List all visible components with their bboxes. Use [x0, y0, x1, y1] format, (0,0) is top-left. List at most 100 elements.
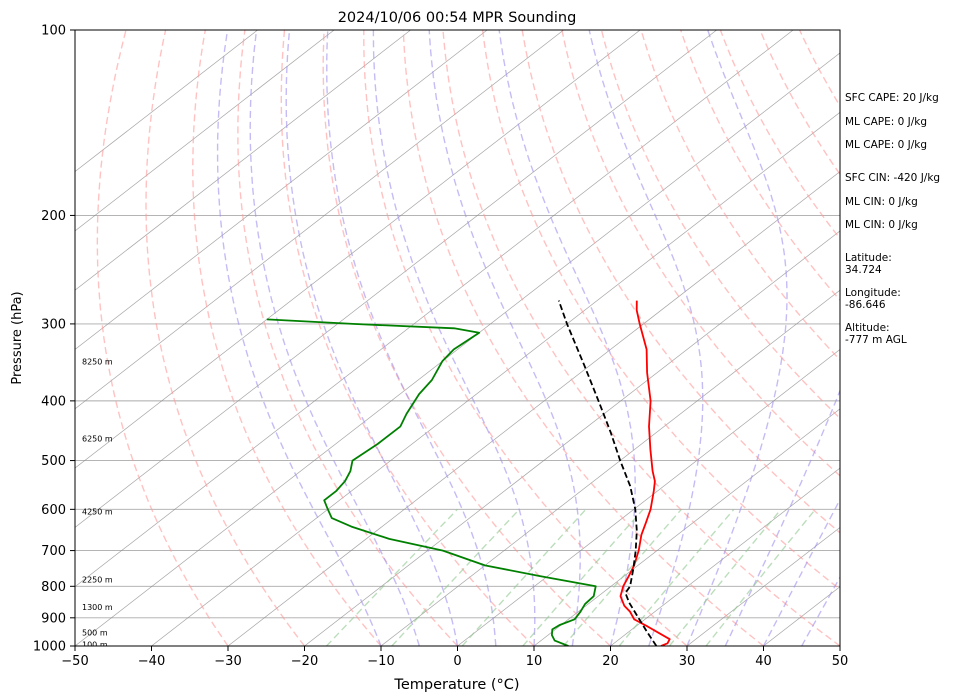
latitude-block: Latitude: 34.724: [845, 252, 892, 276]
moist-adiabat-line: [285, 30, 459, 646]
plot-frame: [74, 29, 841, 647]
isotherm-line: [75, 30, 411, 291]
y-tick-label: 300: [41, 317, 66, 332]
dry-adiabat-line: [680, 30, 840, 302]
isotherm-line: [75, 30, 258, 173]
dewpoint-trace: [266, 318, 597, 646]
isotherm-line: [380, 289, 840, 646]
height-label: 500 m: [82, 628, 108, 637]
x-tick-label: −10: [367, 654, 394, 669]
moist-adiabat-line: [588, 30, 704, 646]
dry-adiabat-line: [442, 30, 840, 646]
x-tick-label: −30: [214, 654, 241, 669]
moist-adiabat-line: [498, 30, 636, 646]
chart-title: 2024/10/06 00:54 MPR Sounding: [338, 10, 577, 26]
mixing-ratio-line: [705, 508, 816, 646]
height-label: 4250 m: [82, 508, 113, 517]
y-tick-label: 100: [41, 24, 66, 39]
sfc-cin-value: SFC CIN: -420 J/kg: [845, 172, 941, 184]
isotherm-line: [151, 111, 840, 646]
dry-adiabat-line: [640, 30, 840, 361]
y-tick-label: 200: [41, 209, 66, 224]
height-label: 100 m: [82, 641, 108, 650]
dry-adiabat-line: [96, 30, 229, 646]
y-tick-label: 900: [41, 611, 66, 626]
ml-cape-value-2: ML CAPE: 0 J/kg: [845, 139, 928, 151]
height-label: 1300 m: [82, 603, 113, 612]
moist-adiabat-line: [372, 30, 536, 646]
mixing-ratio-line: [668, 508, 782, 646]
latitude-label: Latitude:: [845, 252, 892, 264]
y-tick-label: 800: [41, 580, 66, 595]
longitude-block: Longitude: -86.646: [845, 287, 901, 311]
isotherm-line: [686, 526, 840, 646]
x-tick-label: 0: [453, 654, 461, 669]
moist-adiabat-line: [216, 30, 382, 646]
dry-adiabat-line: [192, 30, 382, 646]
ml-cin-label-1: ML CIN: 0 J/kg: [845, 196, 918, 208]
x-axis-label: Temperature (°C): [393, 677, 519, 693]
isotherm-line: [304, 230, 840, 646]
moist-adiabat-line: [762, 498, 840, 646]
moist-adiabat-line: [249, 30, 420, 646]
mixing-ratio-line: [618, 508, 735, 646]
dry-adiabat-line: [481, 30, 840, 591]
mixing-ratio-line: [391, 508, 520, 646]
y-tick-label: 500: [41, 454, 66, 469]
moist-adiabat-line: [724, 388, 840, 646]
altitude-block: Altitude: -777 m AGL: [845, 322, 907, 346]
y-tick-label: 1000: [33, 640, 66, 655]
dry-adiabat-line: [322, 30, 611, 646]
mixing-ratio-line: [562, 508, 682, 646]
isotherm-line: [457, 349, 840, 646]
mixing-ratio-line: [325, 508, 458, 646]
mixing-ratio-line: [522, 508, 644, 646]
ml-cape-label-2: ML CAPE: 0 J/kg: [845, 139, 927, 151]
altitude-value: -777 m AGL: [845, 334, 907, 346]
ml-cin-value-1: ML CIN: 0 J/kg: [845, 196, 918, 208]
dry-adiabat-line: [759, 30, 840, 176]
stats-panel: SFC CAPE: 20 J/kg: [845, 92, 939, 104]
moist-adiabat-line: [428, 30, 581, 646]
dry-adiabat-line: [145, 30, 306, 646]
x-tick-label: −40: [138, 654, 165, 669]
temperature-trace: [619, 300, 671, 646]
parcel-profile-trace: [557, 300, 658, 646]
height-label: 8250 m: [82, 357, 113, 366]
x-tick-label: 30: [679, 654, 696, 669]
x-tick-label: 10: [526, 654, 543, 669]
isotherm-line: [610, 467, 840, 646]
x-tick-label: 40: [755, 654, 772, 669]
longitude-label: Longitude:: [845, 287, 901, 299]
y-tick-label: 700: [41, 544, 66, 559]
mixing-ratio-line: [461, 508, 587, 646]
sfc-cape-label: SFC CAPE: 20 J/kg: [845, 92, 939, 104]
ml-cape-value-1: ML CAPE: 0 J/kg: [845, 116, 928, 128]
height-label: 6250 m: [82, 434, 113, 443]
dry-adiabat-line: [719, 30, 840, 240]
ml-cin-label-2: ML CIN: 0 J/kg: [845, 219, 918, 231]
height-label: 2250 m: [82, 576, 113, 585]
x-tick-label: −20: [291, 654, 318, 669]
moist-adiabat-line: [326, 30, 497, 646]
ml-cin-value-2: ML CIN: 0 J/kg: [845, 219, 918, 231]
isotherm-line: [75, 30, 641, 469]
moist-adiabat-line: [686, 30, 788, 646]
x-tick-label: 50: [832, 654, 849, 669]
isotherm-line: [227, 171, 840, 646]
dry-adiabat-line: [280, 30, 535, 646]
isotherm-line: [75, 30, 717, 528]
isotherm-line: [75, 30, 488, 350]
isotherm-line: [75, 30, 794, 588]
x-tick-label: −50: [61, 654, 88, 669]
longitude-value: -86.646: [845, 299, 886, 311]
isotherm-line: [75, 30, 564, 410]
dry-adiabat-line: [561, 30, 840, 477]
dry-adiabat-line: [237, 30, 459, 646]
dry-adiabat-line: [363, 30, 688, 646]
isotherm-line: [533, 408, 840, 646]
ml-cape-label-1: ML CAPE: 0 J/kg: [845, 116, 927, 128]
latitude-value: 34.724: [845, 264, 882, 276]
sfc-cin-label: SFC CIN: -420 J/kg: [845, 172, 940, 184]
